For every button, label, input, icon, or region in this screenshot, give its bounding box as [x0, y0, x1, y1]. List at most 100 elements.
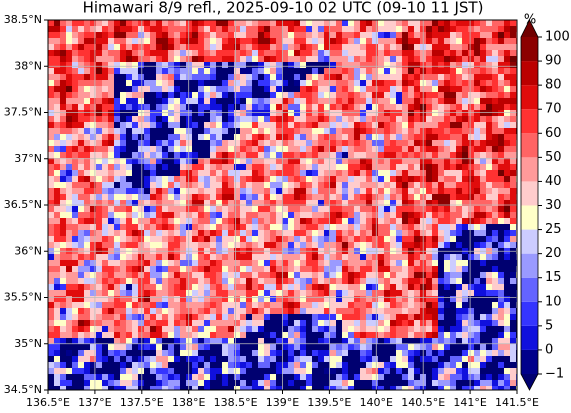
- image-pixel: [366, 98, 372, 104]
- image-pixel: [192, 314, 198, 320]
- image-pixel: [270, 128, 276, 134]
- x-tick-label: 137.5°E: [120, 396, 164, 409]
- image-pixel: [66, 326, 72, 332]
- image-pixel: [204, 302, 210, 308]
- image-pixel: [156, 338, 162, 344]
- image-pixel: [348, 260, 354, 266]
- image-pixel: [504, 110, 510, 116]
- image-pixel: [210, 98, 216, 104]
- image-pixel: [84, 206, 90, 212]
- image-pixel: [342, 224, 348, 230]
- image-pixel: [150, 98, 156, 104]
- image-pixel: [504, 368, 510, 374]
- image-pixel: [312, 308, 318, 314]
- image-pixel: [174, 56, 180, 62]
- image-pixel: [456, 266, 462, 272]
- image-pixel: [72, 242, 78, 248]
- image-pixel: [492, 152, 498, 158]
- image-pixel: [300, 302, 306, 308]
- image-pixel: [504, 122, 510, 128]
- image-pixel: [78, 296, 84, 302]
- image-pixel: [426, 68, 432, 74]
- image-pixel: [414, 290, 420, 296]
- image-pixel: [168, 194, 174, 200]
- image-pixel: [288, 128, 294, 134]
- image-pixel: [144, 104, 150, 110]
- image-pixel: [264, 356, 270, 362]
- image-pixel: [498, 278, 504, 284]
- image-pixel: [150, 308, 156, 314]
- image-pixel: [342, 98, 348, 104]
- image-pixel: [246, 152, 252, 158]
- image-pixel: [66, 134, 72, 140]
- image-pixel: [120, 284, 126, 290]
- image-pixel: [198, 356, 204, 362]
- image-pixel: [210, 152, 216, 158]
- image-pixel: [78, 224, 84, 230]
- image-pixel: [168, 266, 174, 272]
- image-pixel: [198, 308, 204, 314]
- image-pixel: [96, 266, 102, 272]
- image-pixel: [174, 164, 180, 170]
- image-pixel: [438, 284, 444, 290]
- image-pixel: [336, 20, 342, 26]
- image-pixel: [174, 278, 180, 284]
- image-pixel: [198, 278, 204, 284]
- image-pixel: [288, 344, 294, 350]
- image-pixel: [384, 74, 390, 80]
- image-pixel: [444, 308, 450, 314]
- image-pixel: [156, 20, 162, 26]
- image-pixel: [264, 122, 270, 128]
- image-pixel: [312, 128, 318, 134]
- image-pixel: [108, 326, 114, 332]
- image-pixel: [252, 338, 258, 344]
- image-pixel: [480, 380, 486, 386]
- image-pixel: [168, 32, 174, 38]
- image-pixel: [408, 284, 414, 290]
- image-pixel: [444, 278, 450, 284]
- image-pixel: [492, 44, 498, 50]
- image-pixel: [234, 20, 240, 26]
- image-pixel: [342, 326, 348, 332]
- image-pixel: [366, 326, 372, 332]
- image-pixel: [438, 104, 444, 110]
- image-pixel: [426, 230, 432, 236]
- image-pixel: [78, 362, 84, 368]
- image-pixel: [294, 242, 300, 248]
- image-pixel: [474, 134, 480, 140]
- image-pixel: [366, 26, 372, 32]
- image-pixel: [372, 134, 378, 140]
- image-pixel: [408, 164, 414, 170]
- image-pixel: [360, 284, 366, 290]
- image-pixel: [330, 320, 336, 326]
- image-pixel: [306, 104, 312, 110]
- image-pixel: [354, 206, 360, 212]
- image-pixel: [120, 326, 126, 332]
- image-pixel: [354, 344, 360, 350]
- image-pixel: [288, 122, 294, 128]
- image-pixel: [144, 116, 150, 122]
- image-pixel: [156, 74, 162, 80]
- image-pixel: [156, 206, 162, 212]
- image-pixel: [150, 338, 156, 344]
- image-pixel: [414, 236, 420, 242]
- image-pixel: [216, 98, 222, 104]
- image-pixel: [264, 362, 270, 368]
- image-pixel: [270, 92, 276, 98]
- image-pixel: [354, 212, 360, 218]
- image-pixel: [234, 182, 240, 188]
- image-pixel: [468, 182, 474, 188]
- image-pixel: [318, 302, 324, 308]
- image-pixel: [144, 356, 150, 362]
- image-pixel: [390, 26, 396, 32]
- image-pixel: [108, 338, 114, 344]
- image-pixel: [204, 98, 210, 104]
- image-pixel: [450, 122, 456, 128]
- image-pixel: [66, 62, 72, 68]
- image-pixel: [258, 98, 264, 104]
- image-pixel: [144, 332, 150, 338]
- image-pixel: [246, 170, 252, 176]
- image-pixel: [468, 314, 474, 320]
- image-pixel: [456, 146, 462, 152]
- image-pixel: [180, 176, 186, 182]
